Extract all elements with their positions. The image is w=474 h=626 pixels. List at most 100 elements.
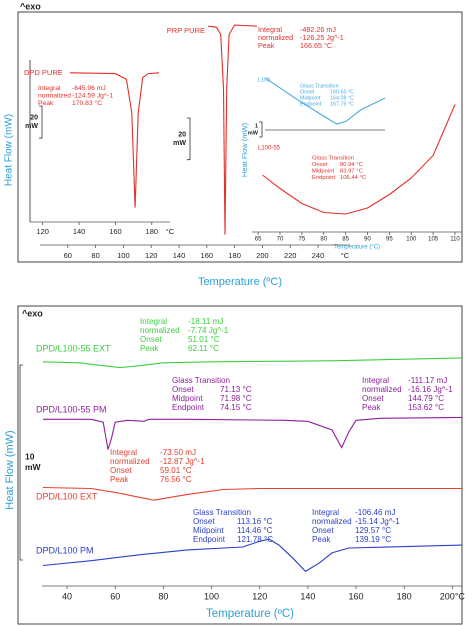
scale-bar-value: 1 [255, 124, 258, 130]
series-label: DPD/L100 PM [36, 545, 94, 555]
series-label: L100 [258, 77, 270, 83]
curve [208, 24, 257, 235]
scale-bar [39, 105, 43, 139]
x-tick-label: 140 [173, 251, 186, 260]
annotation-label: Peak [258, 41, 275, 50]
x-tick-label: 110 [450, 237, 460, 243]
annotation-value: 113.16 °C [237, 517, 273, 526]
scale-bar-unit: mW [173, 140, 186, 147]
series-label: DPD PURE [24, 68, 63, 77]
annotation-value: -111.17 mJ [408, 376, 447, 385]
x-tick-label: 85 [342, 237, 349, 243]
scale-bar-unit: mW [25, 462, 42, 472]
annotation-value: 114.46 °C [237, 526, 273, 535]
series-label: PRP PURE [167, 26, 205, 35]
annotation-label: Midpoint [300, 95, 321, 101]
annotation-value: 129.57 °C [355, 526, 391, 535]
scale-bar-value: 20 [178, 131, 186, 138]
annotation-label: Peak [38, 100, 54, 107]
x-tick-label: 220 [284, 251, 297, 260]
annotation-value: 59.01 °C [160, 466, 192, 475]
x-tick-label: 100 [406, 237, 417, 243]
annotation-label: Peak [110, 475, 129, 484]
scale-bar-value: 10 [25, 452, 35, 462]
annotation-label: Midpoint [172, 394, 203, 403]
annotation-label: Peak [140, 344, 159, 353]
annotation-value: 71.98 °C [220, 394, 252, 403]
x-tick-label: 70 [277, 237, 284, 243]
annotation-value: 62.11 °C [188, 344, 219, 353]
annotation-label: Midpoint [193, 526, 224, 535]
x-tick-label: 100 [204, 591, 219, 601]
x-tick-label: 200°C [440, 591, 466, 601]
annotation-label: Onset [300, 89, 315, 95]
x-tick-label: 160 [109, 227, 122, 236]
y-axis-label: Heat Flow (mW) [4, 430, 16, 509]
annotation-label: Onset [140, 335, 162, 344]
annotation-value: 71.13 °C [220, 385, 252, 394]
annotation-label: normalized [258, 33, 293, 42]
x-tick-label: 180 [397, 591, 412, 601]
scale-bar [259, 121, 263, 138]
x-tick-label: 240 [312, 251, 325, 260]
annotation-value: 153.62 °C [408, 403, 444, 412]
curve [43, 416, 463, 450]
x-tick-label: 80 [91, 251, 99, 260]
series-label: DPD/L100 EXT [36, 491, 98, 501]
x-tick-label: 60 [64, 251, 72, 260]
annotation-value: 80.94 °C [340, 162, 363, 168]
x-tick-label: 180 [228, 251, 241, 260]
annotation-label: Onset [312, 526, 334, 535]
scale-bar-value: 20 [30, 115, 38, 122]
annotation-value: 164.08 °C [330, 95, 354, 101]
x-tick-label: 90 [364, 237, 371, 243]
annotation-label: Endpoint [172, 403, 205, 412]
annotation-value: -106.46 mJ [355, 508, 396, 517]
annotation-label: Onset [110, 466, 132, 475]
annotation-value: 160.55 °C [330, 89, 354, 95]
top-panel-frame [17, 11, 463, 263]
curve [42, 357, 463, 369]
y-axis-label: Heat Flow (mW) [4, 114, 15, 186]
x-tick-label: 140 [73, 227, 86, 236]
x-tick-label: 105 [428, 237, 439, 243]
annotation-value: -15.14 Jg^-1 [355, 517, 400, 526]
annotation-label: Integral [110, 448, 137, 457]
annotation-label: Peak [362, 403, 381, 412]
series-label: DPD/L100-55 PM [36, 404, 107, 414]
annotation-label: Midpoint [312, 169, 334, 175]
annotation-label: Glass Transition [172, 376, 230, 385]
x-unit: °C [341, 251, 350, 260]
annotation-label: normalized [140, 326, 180, 335]
annotation-value: 74.15 °C [220, 403, 252, 412]
annotation-value: 170.83 °C [72, 99, 102, 107]
annotation-value: -482.26 mJ [300, 25, 336, 34]
curve [42, 538, 463, 573]
annotation-label: Onset [193, 517, 215, 526]
series-label: L100-55 [258, 146, 281, 152]
annotation-label: Onset [362, 394, 384, 403]
x-tick-label: 120 [36, 227, 49, 236]
x-tick-label: 200 [256, 251, 269, 260]
annotation-label: normalized [312, 517, 352, 526]
annotation-value: 106.44 °C [340, 175, 366, 181]
annotation-value: -16.16 Jg^-1 [408, 385, 453, 394]
annotation-value: -126.25 Jg^-1 [300, 33, 344, 42]
x-tick-label: 60 [110, 591, 120, 601]
bottom-panel-frame [17, 305, 463, 625]
annotation-value: 166.65 °C [300, 41, 332, 50]
annotation-label: normalized [110, 457, 150, 466]
annotation-label: Onset [172, 385, 194, 394]
annotation-value: -12.87 Jg^-1 [160, 457, 205, 466]
x-tick-label: 95 [386, 237, 393, 243]
scale-bar-unit: mW [25, 123, 38, 130]
annotation-value: 144.79 °C [408, 394, 444, 403]
annotation-label: Endpoint [312, 175, 335, 181]
x-tick-label: 180 [146, 227, 159, 236]
annotation-label: Endpoint [193, 535, 226, 544]
series-label: DPD/L100-55 EXT [36, 343, 111, 353]
x-tick-label: 140 [300, 591, 315, 601]
x-tick-label: 65 [255, 237, 262, 243]
x-axis-label: Temperature (ºC) [206, 608, 294, 620]
